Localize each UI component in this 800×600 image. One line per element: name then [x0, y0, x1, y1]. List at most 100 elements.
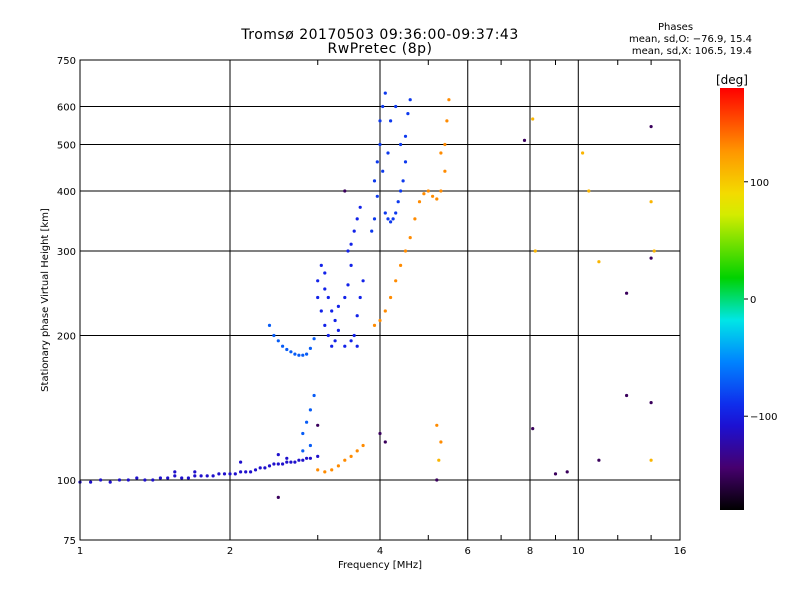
data-point	[330, 468, 334, 472]
data-point	[343, 295, 347, 300]
colorbar-strip	[720, 88, 744, 510]
colorbar-layer: 100 0 −100 [deg]	[716, 73, 777, 510]
data-point	[383, 91, 387, 95]
data-point	[383, 440, 387, 444]
data-point	[346, 283, 350, 287]
data-point	[435, 197, 439, 201]
data-point	[439, 440, 443, 444]
data-point	[372, 323, 377, 327]
data-point	[352, 229, 356, 233]
data-point	[289, 460, 293, 464]
data-point	[330, 344, 334, 348]
data-point	[649, 125, 653, 129]
data-point	[158, 476, 162, 480]
data-point	[323, 323, 327, 327]
x-tick-label: 2	[227, 546, 233, 557]
data-point	[308, 408, 312, 412]
data-point	[435, 423, 439, 427]
data-point	[349, 242, 353, 246]
data-point	[565, 470, 569, 474]
data-point	[301, 458, 305, 462]
data-point	[199, 474, 203, 478]
data-point	[597, 260, 601, 264]
data-point	[394, 211, 398, 215]
data-point	[244, 470, 248, 474]
data-point	[319, 263, 323, 267]
data-point	[399, 142, 403, 147]
data-point	[349, 454, 353, 458]
data-point	[233, 472, 237, 476]
data-point	[293, 352, 297, 356]
data-point	[285, 460, 289, 464]
data-point	[316, 279, 320, 283]
data-point	[372, 217, 377, 221]
data-point	[217, 472, 221, 476]
data-point	[358, 295, 362, 300]
y-tick-label: 100	[57, 476, 76, 487]
x-axis-label: Frequency [MHz]	[338, 560, 422, 571]
points-layer	[78, 91, 656, 499]
data-point	[381, 169, 385, 173]
data-point	[399, 263, 403, 267]
grid-layer	[80, 60, 680, 540]
y-tick-label: 750	[57, 56, 76, 67]
data-point	[381, 104, 385, 109]
data-point	[443, 142, 447, 147]
data-point	[173, 470, 177, 474]
data-point	[386, 217, 390, 221]
data-point	[173, 474, 177, 478]
data-point	[361, 443, 365, 448]
data-point	[258, 466, 262, 470]
x-tick-label: 16	[674, 546, 687, 557]
data-point	[378, 142, 382, 147]
data-point	[336, 464, 340, 468]
data-point	[378, 119, 382, 123]
plot-frame	[79, 59, 681, 541]
data-point	[533, 249, 537, 253]
data-point	[375, 160, 379, 164]
data-point	[649, 200, 653, 204]
data-point	[276, 462, 280, 466]
data-point	[437, 458, 441, 462]
data-point	[372, 179, 377, 183]
data-point	[597, 458, 601, 462]
data-point	[649, 458, 653, 462]
colorbar-tick-label: −100	[750, 412, 777, 423]
data-point	[135, 476, 139, 480]
data-point	[625, 291, 629, 295]
data-point	[267, 464, 272, 468]
data-point	[281, 344, 285, 348]
data-point	[581, 151, 585, 155]
data-point	[426, 189, 430, 193]
data-point	[308, 346, 312, 350]
data-point	[301, 431, 305, 436]
data-point	[267, 323, 272, 327]
phases-stats-box: Phases mean, sd,O: −76.9, 15.4 mean, sd,…	[629, 22, 752, 58]
phases-stats-x: mean, sd,X: 106.5, 19.4	[631, 46, 752, 57]
data-point	[333, 339, 337, 343]
data-point	[343, 344, 347, 348]
data-point	[312, 393, 316, 398]
y-tick-label: 300	[57, 247, 76, 258]
data-point	[301, 449, 305, 453]
x-tick-label: 1	[77, 546, 83, 557]
data-point	[408, 98, 412, 102]
colorbar-tick-label: 100	[750, 178, 769, 189]
data-point	[378, 431, 382, 436]
data-point	[336, 304, 340, 308]
data-point	[413, 217, 417, 221]
y-tick-label: 200	[57, 332, 76, 343]
data-point	[443, 169, 447, 173]
data-point	[323, 287, 327, 291]
data-point	[263, 466, 267, 470]
x-tick-label: 10	[572, 546, 585, 557]
data-point	[272, 462, 276, 466]
data-point	[326, 333, 330, 338]
data-point	[386, 151, 390, 155]
data-point	[355, 314, 359, 318]
data-point	[333, 318, 337, 323]
data-point	[403, 134, 408, 138]
data-point	[522, 138, 527, 142]
data-point	[389, 220, 393, 224]
